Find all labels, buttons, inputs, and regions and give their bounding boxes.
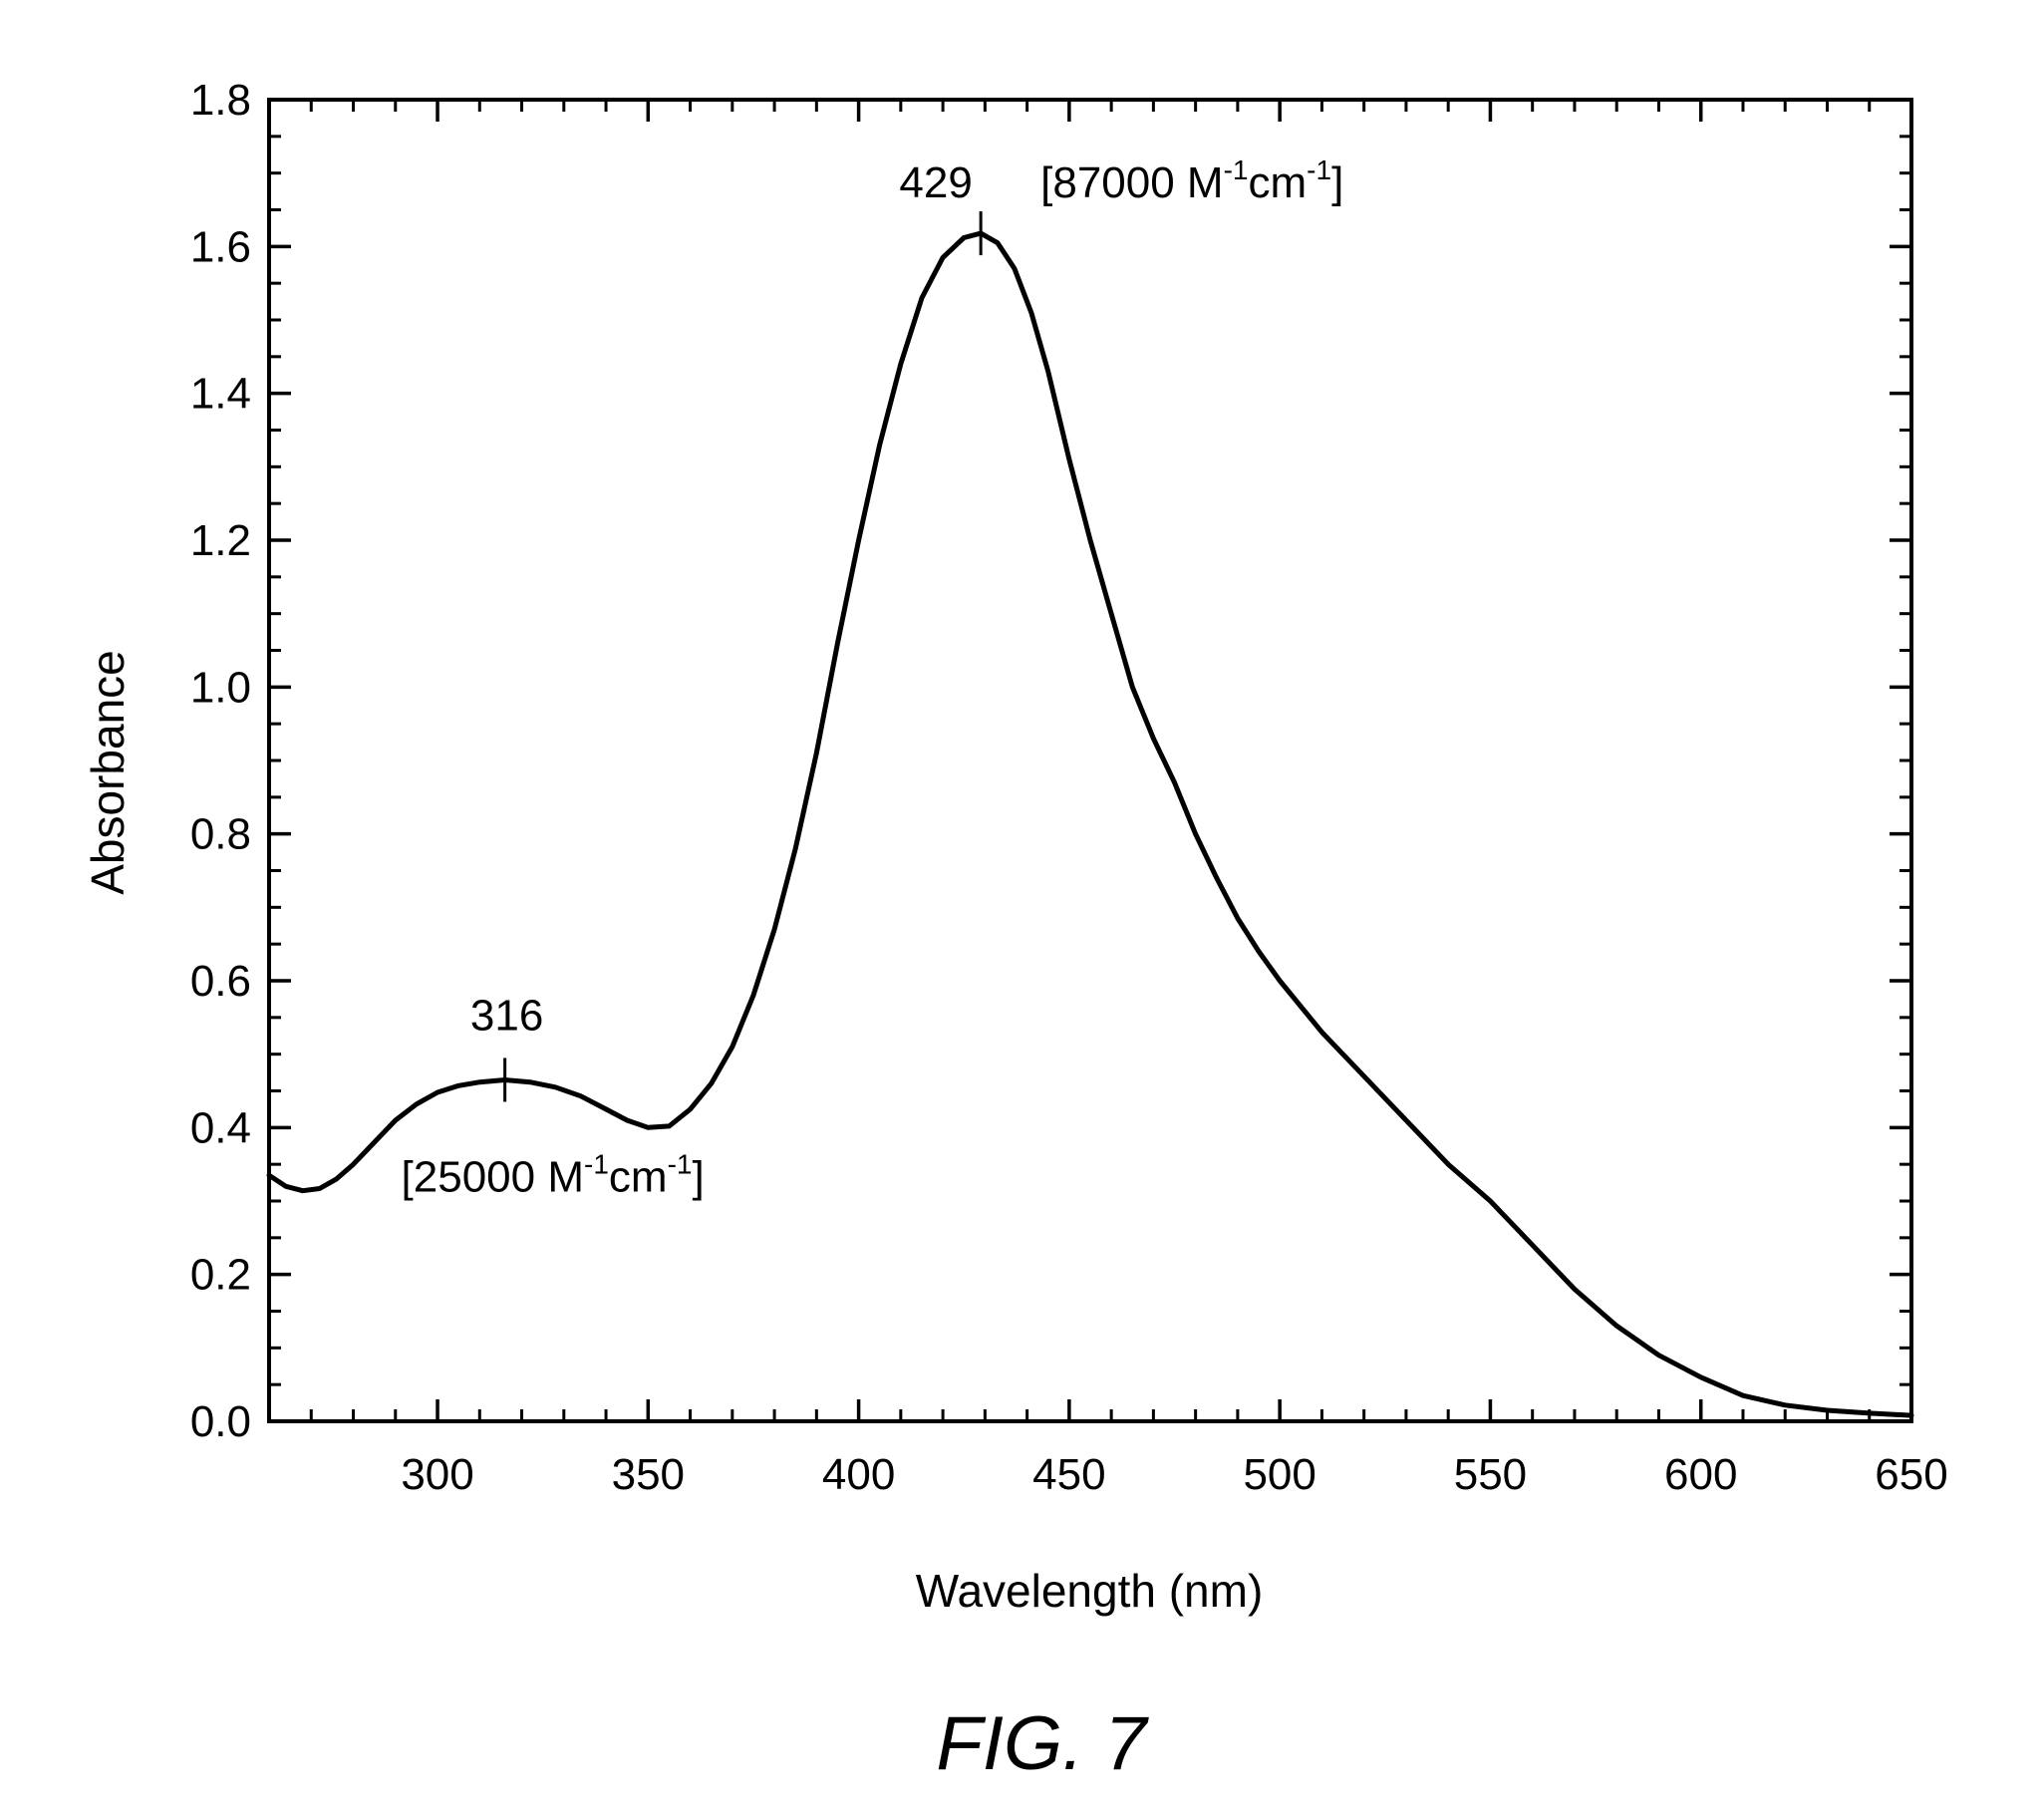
y-tick-label: 0.2 [190, 1251, 251, 1300]
x-tick-label: 300 [401, 1450, 473, 1499]
y-tick-label: 0.6 [190, 957, 251, 1006]
peak-wavelength-label: 429 [899, 158, 972, 207]
major-ticks [269, 100, 1911, 1421]
y-tick-label: 1.4 [190, 370, 251, 419]
x-tick-label: 450 [1032, 1450, 1105, 1499]
x-tick-label: 600 [1664, 1450, 1737, 1499]
absorbance-spectrum-line [269, 233, 1911, 1415]
x-tick-label: 500 [1243, 1450, 1315, 1499]
y-tick-label: 1.6 [190, 222, 251, 271]
x-tick-label: 350 [612, 1450, 685, 1499]
y-tick-label: 1.2 [190, 516, 251, 565]
y-tick-label: 0.0 [190, 1397, 251, 1446]
extinction-coefficient-label: [87000 M-1cm-1] [1040, 154, 1343, 207]
tick-labels: 300 350 400 450 500 550 600 650 0.0 0.2 0.4 0.6 0.8 1… [190, 76, 1948, 1499]
peak-wavelength-label: 316 [470, 991, 543, 1040]
peak-annotations: 316 [25000 M-1cm-1] 429 [87000 M-1cm-1] [402, 154, 1344, 1201]
x-axis-label: Wavelength (nm) [916, 1565, 1264, 1617]
y-axis-label: Absorbance [82, 650, 134, 895]
y-tick-label: 0.8 [190, 810, 251, 859]
figure-caption: FIG. 7 [936, 1701, 1149, 1786]
y-tick-label: 0.4 [190, 1103, 251, 1152]
extinction-coefficient-label: [25000 M-1cm-1] [402, 1148, 705, 1201]
x-tick-label: 650 [1875, 1450, 1947, 1499]
minor-ticks [269, 100, 1911, 1421]
y-tick-label: 1.0 [190, 663, 251, 712]
plot-frame [269, 100, 1911, 1421]
y-tick-label: 1.8 [190, 76, 251, 125]
x-tick-label: 550 [1454, 1450, 1527, 1499]
x-tick-label: 400 [822, 1450, 895, 1499]
